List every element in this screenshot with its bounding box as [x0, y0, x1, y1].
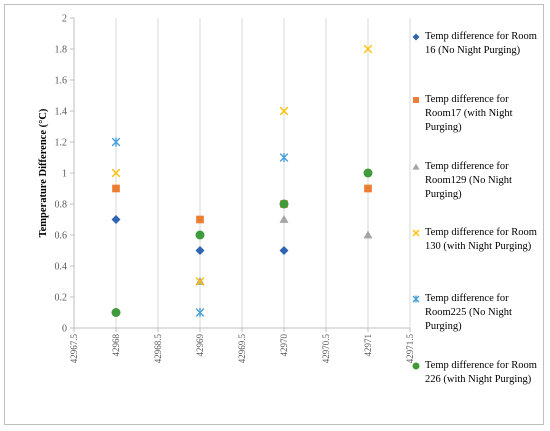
data-point-x-s3-p1	[195, 277, 205, 286]
legend-label: Temp difference for Room 16 (No Night Pu…	[425, 31, 537, 56]
y-tick-labels: 0 0.2 0.4 0.6 0.8 1 1.2 1.4 1.6 1.8 2	[55, 14, 68, 335]
x-tick-label: 42968.5	[153, 334, 163, 364]
legend-item-3: Temp difference for Room 130 (with Night…	[410, 226, 542, 254]
data-point-circle-s5-p3	[363, 168, 373, 178]
legend-item-5: Temp difference for Room 226 (with Night…	[410, 359, 542, 387]
data-point-diamond-s0-p2	[279, 246, 289, 255]
legend-marker-shape	[413, 97, 419, 103]
axes	[70, 17, 411, 332]
data-point-square-s1-p0	[112, 184, 120, 193]
x-tick-label: 42968	[111, 334, 121, 357]
x-tick-label: 42971.5	[405, 334, 415, 364]
data-point-square-s1-p3	[364, 184, 372, 193]
y-tick-label: 0.4	[55, 262, 68, 273]
legend-label: Temp difference for Room129 (No Night Pu…	[425, 161, 512, 200]
x-tick-label: 42971	[363, 334, 373, 357]
y-tick-label: 0.8	[55, 200, 68, 211]
x-tick-label: 42967.5	[69, 334, 79, 364]
legend-marker-diamond-icon	[412, 33, 420, 41]
data-point-circle-s5-p1	[195, 230, 205, 240]
legend-label: Temp difference for Room17 (with Night P…	[425, 94, 513, 133]
x-tick-label: 42969	[195, 334, 205, 357]
grid-lines	[115, 18, 411, 328]
data-point-star-s4-p1	[195, 308, 205, 317]
y-tick-label: 0.6	[55, 231, 68, 242]
y-axis-label: Temperature Difference (°C)	[38, 108, 49, 237]
data-point-triangle-s2-p1	[279, 215, 289, 223]
data-point-x-s3-p0	[111, 168, 121, 178]
data-points	[111, 44, 373, 317]
data-point-triangle-s2-p2	[363, 230, 373, 239]
data-point-square-s1-p1	[196, 215, 204, 224]
legend-label: Temp difference for Room 226 (with Night…	[425, 360, 537, 385]
data-point-circle-s5-p2	[279, 199, 289, 209]
y-tick-label: 1	[62, 169, 67, 180]
x-tick-label: 42970	[279, 334, 289, 357]
y-tick-label: 1.4	[55, 107, 68, 118]
data-point-diamond-s0-p0	[111, 215, 121, 224]
y-tick-label: 1.6	[55, 76, 68, 87]
legend-marker-shape	[412, 33, 420, 41]
legend-marker-shape	[412, 295, 420, 303]
x-tick-label: 42969.5	[237, 334, 247, 364]
legend-marker-shape	[412, 229, 420, 237]
legend-marker-shape	[412, 163, 420, 170]
data-point-x-s3-p3	[363, 44, 373, 54]
y-tick-label: 2	[62, 14, 67, 25]
legend-item-1: Temp difference for Room17 (with Night P…	[410, 93, 542, 135]
legend-marker-square-icon	[413, 97, 419, 103]
data-point-diamond-s0-p1	[195, 246, 205, 255]
x-tick-label: 42970.5	[321, 334, 331, 364]
legend-marker-shape	[412, 362, 420, 370]
legend-item-2: Temp difference for Room129 (No Night Pu…	[410, 160, 542, 202]
y-tick-label: 0.2	[55, 293, 68, 304]
y-tick-label: 1.8	[55, 45, 68, 56]
legend-label: Temp difference for Room 130 (with Night…	[425, 227, 537, 252]
legend-marker-star-icon	[412, 295, 420, 303]
data-point-star-s4-p0	[111, 137, 121, 147]
legend-marker-triangle-icon	[412, 163, 420, 170]
legend-item-0: Temp difference for Room 16 (No Night Pu…	[410, 30, 542, 58]
data-point-x-s3-p2	[279, 106, 289, 116]
data-point-star-s4-p2	[279, 153, 289, 162]
chart-frame	[4, 4, 544, 425]
legend-marker-x-icon	[412, 229, 420, 237]
data-point-circle-s5-p0	[111, 308, 121, 317]
x-tick-labels: 42967.5 42968 42968.5 42969 42969.5 42970 4297…	[69, 334, 415, 364]
legend-item-4: Temp difference for Room225 (No Night Pu…	[410, 292, 542, 334]
legend-label: Temp difference for Room225 (No Night Pu…	[425, 293, 512, 332]
y-tick-label: 1.2	[55, 138, 68, 149]
legend-marker-circle-icon	[412, 362, 420, 370]
y-tick-label: 0	[62, 324, 67, 335]
